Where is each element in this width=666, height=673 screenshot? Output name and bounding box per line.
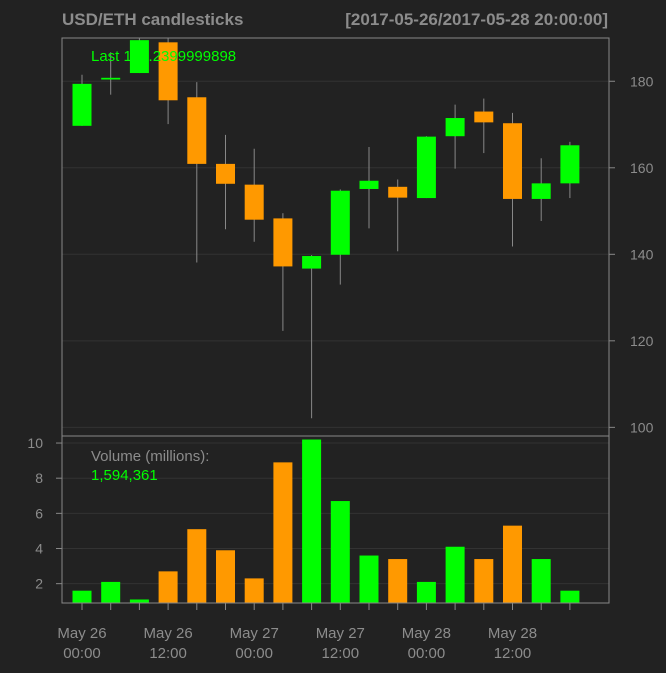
candle-body <box>72 83 92 126</box>
x-tick-label-time: 00:00 <box>63 645 101 662</box>
candle-body <box>560 145 580 184</box>
volume-bars <box>72 439 580 603</box>
x-tick-label-date: May 26 <box>143 625 192 642</box>
candle-body <box>302 256 322 269</box>
candle-body <box>101 77 121 80</box>
volume-tick-label: 10 <box>27 435 43 451</box>
volume-bar <box>445 546 465 603</box>
candle-body <box>244 184 264 220</box>
candle <box>101 52 121 95</box>
volume-title: Volume (millions): <box>91 448 209 465</box>
price-tick-label: 180 <box>630 73 654 89</box>
volume-bar <box>273 462 293 603</box>
candle-body <box>445 118 465 137</box>
candle <box>359 147 379 229</box>
candle <box>129 38 149 74</box>
x-tick-label-time: 12:00 <box>494 645 532 662</box>
volume-bar <box>474 559 494 603</box>
x-tick-label-date: May 28 <box>402 625 451 642</box>
candle-body <box>388 186 408 198</box>
candle <box>158 38 178 125</box>
candle <box>72 74 92 126</box>
volume-bar <box>72 590 92 603</box>
candle-body <box>416 136 436 199</box>
volume-panel-frame <box>61 435 610 604</box>
candle <box>273 213 293 331</box>
candle <box>330 189 350 285</box>
volume-bar <box>244 578 264 603</box>
x-tick-label-time: 00:00 <box>235 645 273 662</box>
price-tick-label: 140 <box>630 246 654 262</box>
candle <box>560 141 580 199</box>
volume-tick-label: 8 <box>35 470 43 486</box>
x-tick-label-date: May 27 <box>230 625 279 642</box>
volume-bar <box>158 571 178 603</box>
price-tick-label: 100 <box>630 419 654 435</box>
candle <box>531 158 551 221</box>
candle <box>416 136 436 199</box>
volume-y-axis: 2 4 6 8 10 <box>27 435 62 592</box>
candle-body <box>359 180 379 189</box>
price-y-axis: 100 120 140 160 180 <box>609 73 654 435</box>
volume-bar <box>503 525 522 603</box>
volume-bar <box>416 581 436 603</box>
volume-bar <box>560 590 580 603</box>
candles <box>72 38 580 419</box>
volume-bar <box>388 559 408 603</box>
candle-body <box>216 163 235 184</box>
volume-tick-label: 4 <box>35 541 43 557</box>
x-tick-label-date: May 26 <box>57 625 106 642</box>
price-tick-label: 120 <box>630 333 654 349</box>
x-tick-label-time: 12:00 <box>149 645 187 662</box>
candle-body <box>474 111 494 123</box>
volume-tick-label: 2 <box>35 576 43 592</box>
candle <box>445 104 465 169</box>
candle <box>503 112 522 247</box>
volume-bar <box>129 599 149 603</box>
volume-bar <box>302 439 322 603</box>
x-tick-label-time: 00:00 <box>408 645 446 662</box>
candle-body <box>330 190 350 255</box>
volume-bar <box>359 555 379 603</box>
volume-bar <box>101 581 121 603</box>
chart-title: USD/ETH candlesticks <box>62 10 243 29</box>
volume-bar <box>187 529 207 603</box>
x-axis: May 26 00:00 May 26 12:00 May 27 00:00 May 27 1… <box>57 603 571 662</box>
volume-bar <box>216 550 235 603</box>
volume-bar <box>330 501 350 603</box>
volume-value: 1,594,361 <box>91 467 158 484</box>
candle-body <box>187 97 207 164</box>
candle <box>187 82 207 263</box>
price-tick-label: 160 <box>630 160 654 176</box>
candle-body <box>273 218 293 267</box>
candle-body <box>503 123 522 199</box>
x-tick-label-date: May 27 <box>316 625 365 642</box>
candle <box>474 98 494 154</box>
candle <box>244 148 264 242</box>
candle <box>216 134 235 230</box>
candle-body <box>531 183 551 199</box>
date-range-label: [2017-05-26/2017-05-28 20:00:00] <box>345 10 608 29</box>
x-tick-label-date: May 28 <box>488 625 537 642</box>
last-price-label: Last 165.2399999898 <box>91 48 236 65</box>
volume-tick-label: 6 <box>35 505 43 521</box>
x-tick-label-time: 12:00 <box>322 645 360 662</box>
volume-bar <box>531 559 551 603</box>
candle-body <box>158 42 178 101</box>
candle <box>388 179 408 252</box>
candle-body <box>129 40 149 74</box>
candle <box>302 255 322 419</box>
